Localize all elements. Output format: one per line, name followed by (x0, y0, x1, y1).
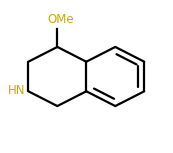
Text: HN: HN (8, 84, 26, 97)
Text: OMe: OMe (47, 13, 74, 26)
